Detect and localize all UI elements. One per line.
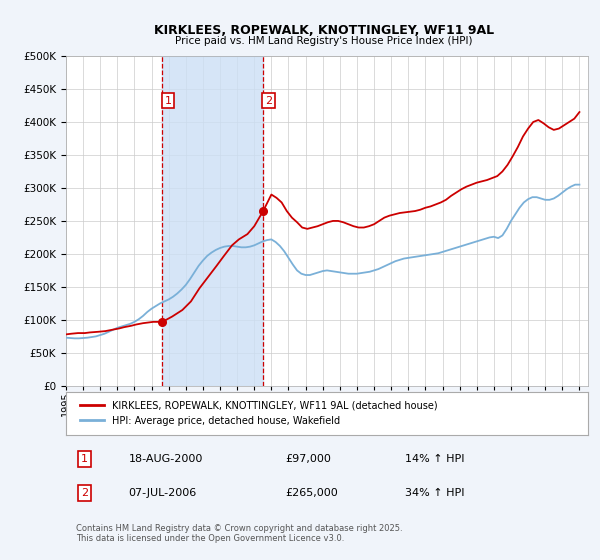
Text: £97,000: £97,000	[285, 454, 331, 464]
Text: KIRKLEES, ROPEWALK, KNOTTINGLEY, WF11 9AL: KIRKLEES, ROPEWALK, KNOTTINGLEY, WF11 9A…	[154, 24, 494, 37]
Text: 14% ↑ HPI: 14% ↑ HPI	[406, 454, 465, 464]
Text: 07-JUL-2006: 07-JUL-2006	[128, 488, 197, 498]
Text: 18-AUG-2000: 18-AUG-2000	[128, 454, 203, 464]
Text: 1: 1	[81, 454, 88, 464]
Text: £265,000: £265,000	[285, 488, 338, 498]
Text: 2: 2	[265, 96, 272, 105]
Text: 1: 1	[164, 96, 172, 105]
Bar	[163, 56, 263, 386]
Legend: KIRKLEES, ROPEWALK, KNOTTINGLEY, WF11 9AL (detached house), HPI: Average price, : KIRKLEES, ROPEWALK, KNOTTINGLEY, WF11 9A…	[76, 397, 442, 430]
Text: 2: 2	[81, 488, 88, 498]
Text: Contains HM Land Registry data © Crown copyright and database right 2025.
This d: Contains HM Land Registry data © Crown c…	[76, 524, 403, 543]
Text: 34% ↑ HPI: 34% ↑ HPI	[406, 488, 465, 498]
Text: Price paid vs. HM Land Registry's House Price Index (HPI): Price paid vs. HM Land Registry's House …	[175, 36, 473, 46]
